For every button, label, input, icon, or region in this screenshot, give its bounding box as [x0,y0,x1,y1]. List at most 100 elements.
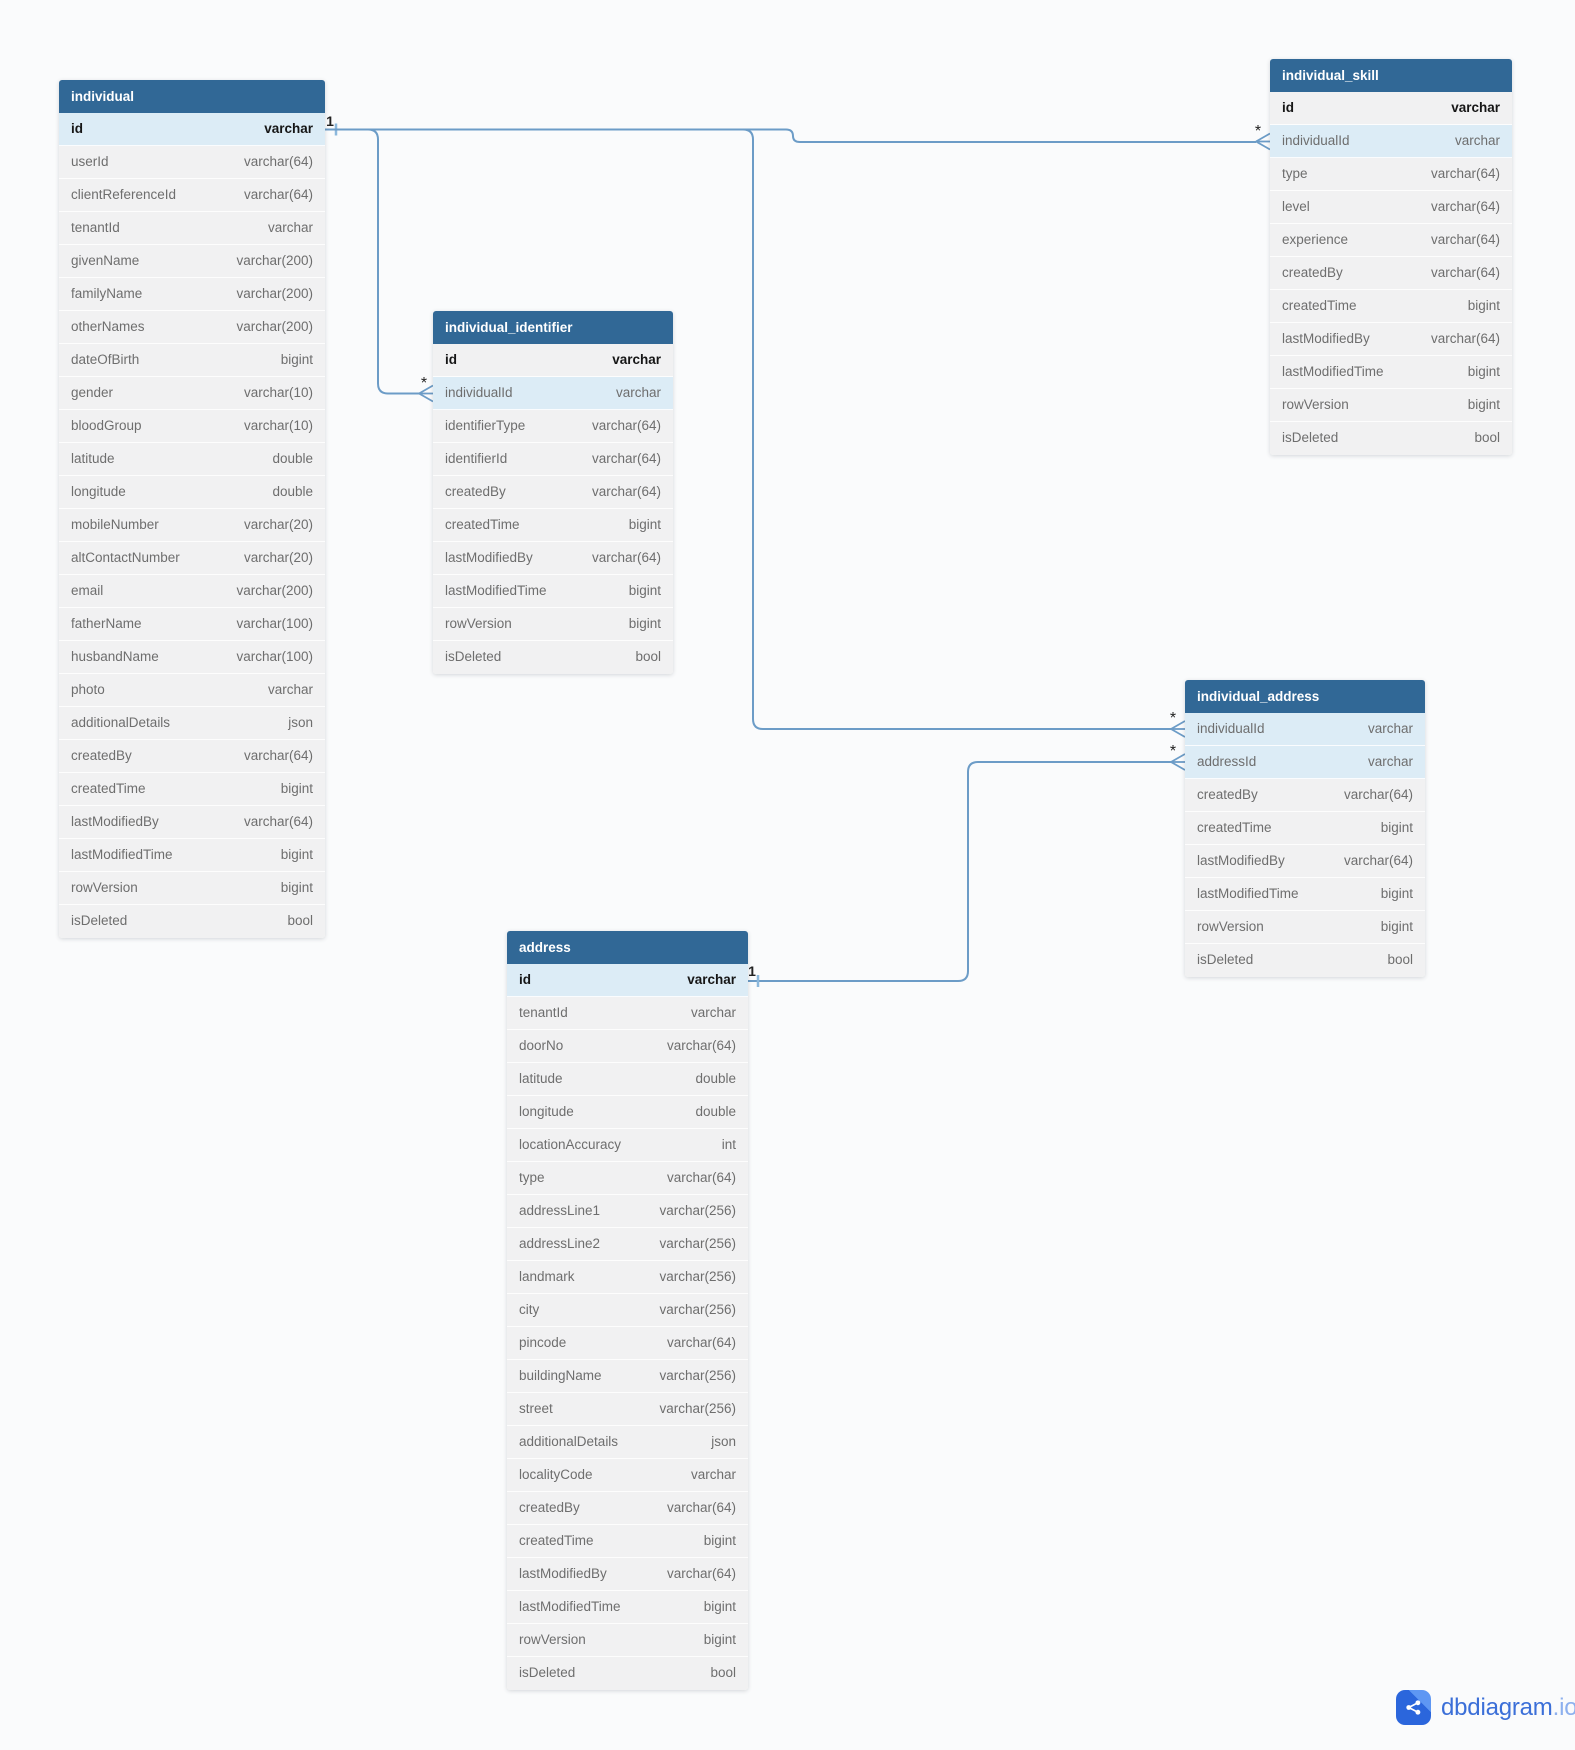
individual_skill-field-type[interactable]: type varchar(64) [1270,158,1512,191]
individual_address-field-lastModifiedBy[interactable]: lastModifiedBy varchar(64) [1185,845,1425,878]
individual-field-isDeleted[interactable]: isDeleted bool [59,905,325,938]
address-field-street[interactable]: street varchar(256) [507,1393,748,1426]
address-field-additionalDetails[interactable]: additionalDetails json [507,1426,748,1459]
individual-field-tenantId[interactable]: tenantId varchar [59,212,325,245]
individual-field-givenName[interactable]: givenName varchar(200) [59,245,325,278]
individual_address-field-lastModifiedTime[interactable]: lastModifiedTime bigint [1185,878,1425,911]
individual_skill-field-createdTime[interactable]: createdTime bigint [1270,290,1512,323]
individual_skill-field-lastModifiedBy[interactable]: lastModifiedBy varchar(64) [1270,323,1512,356]
field-type: varchar(200) [236,583,313,598]
individual_identifier-field-lastModifiedTime[interactable]: lastModifiedTime bigint [433,575,673,608]
address-field-tenantId[interactable]: tenantId varchar [507,997,748,1030]
individual_address-field-createdBy[interactable]: createdBy varchar(64) [1185,779,1425,812]
table-individual[interactable]: individual id varchar userId varchar(64) clie… [59,80,325,938]
address-field-locationAccuracy[interactable]: locationAccuracy int [507,1129,748,1162]
individual_identifier-field-id[interactable]: id varchar [433,344,673,377]
individual_identifier-field-rowVersion[interactable]: rowVersion bigint [433,608,673,641]
individual_skill-field-rowVersion[interactable]: rowVersion bigint [1270,389,1512,422]
individual-field-photo[interactable]: photo varchar [59,674,325,707]
field-type: varchar [1367,754,1413,769]
table-header-address[interactable]: address [507,931,748,964]
individual-field-clientReferenceId[interactable]: clientReferenceId varchar(64) [59,179,325,212]
address-field-buildingName[interactable]: buildingName varchar(256) [507,1360,748,1393]
table-title: individual_address [1197,689,1320,704]
individual_skill-field-id[interactable]: id varchar [1270,92,1512,125]
individual-field-email[interactable]: email varchar(200) [59,575,325,608]
table-header-individual_address[interactable]: individual_address [1185,680,1425,713]
individual_skill-field-experience[interactable]: experience varchar(64) [1270,224,1512,257]
individual_skill-field-individualId[interactable]: individualId varchar [1270,125,1512,158]
address-field-doorNo[interactable]: doorNo varchar(64) [507,1030,748,1063]
individual-field-createdBy[interactable]: createdBy varchar(64) [59,740,325,773]
individual_address-field-rowVersion[interactable]: rowVersion bigint [1185,911,1425,944]
address-field-createdTime[interactable]: createdTime bigint [507,1525,748,1558]
address-field-city[interactable]: city varchar(256) [507,1294,748,1327]
individual_skill-field-createdBy[interactable]: createdBy varchar(64) [1270,257,1512,290]
individual_identifier-field-individualId[interactable]: individualId varchar [433,377,673,410]
individual-field-altContactNumber[interactable]: altContactNumber varchar(20) [59,542,325,575]
crow-foot-marker [1170,761,1186,771]
individual_address-field-addressId[interactable]: addressId varchar [1185,746,1425,779]
individual-field-rowVersion[interactable]: rowVersion bigint [59,872,325,905]
field-name: mobileNumber [71,517,159,532]
field-name: addressLine2 [519,1236,601,1251]
address-field-rowVersion[interactable]: rowVersion bigint [507,1624,748,1657]
individual_identifier-field-lastModifiedBy[interactable]: lastModifiedBy varchar(64) [433,542,673,575]
individual_identifier-field-identifierId[interactable]: identifierId varchar(64) [433,443,673,476]
address-field-latitude[interactable]: latitude double [507,1063,748,1096]
individual-field-mobileNumber[interactable]: mobileNumber varchar(20) [59,509,325,542]
address-field-isDeleted[interactable]: isDeleted bool [507,1657,748,1690]
individual-field-id[interactable]: id varchar [59,113,325,146]
address-field-localityCode[interactable]: localityCode varchar [507,1459,748,1492]
individual_identifier-field-identifierType[interactable]: identifierType varchar(64) [433,410,673,443]
table-header-individual[interactable]: individual [59,80,325,113]
address-field-type[interactable]: type varchar(64) [507,1162,748,1195]
individual-field-lastModifiedBy[interactable]: lastModifiedBy varchar(64) [59,806,325,839]
address-field-id[interactable]: id varchar [507,964,748,997]
individual_identifier-field-createdBy[interactable]: createdBy varchar(64) [433,476,673,509]
individual-field-latitude[interactable]: latitude double [59,443,325,476]
individual_address-field-isDeleted[interactable]: isDeleted bool [1185,944,1425,977]
address-field-longitude[interactable]: longitude double [507,1096,748,1129]
individual-field-bloodGroup[interactable]: bloodGroup varchar(10) [59,410,325,443]
table-header-individual_identifier[interactable]: individual_identifier [433,311,673,344]
crow-foot-marker [1255,140,1271,151]
address-field-addressLine2[interactable]: addressLine2 varchar(256) [507,1228,748,1261]
individual-field-gender[interactable]: gender varchar(10) [59,377,325,410]
individual-field-familyName[interactable]: familyName varchar(200) [59,278,325,311]
crow-foot-marker [1170,720,1186,730]
table-individual_address[interactable]: individual_address individualId varchar add… [1185,680,1425,977]
field-type: varchar [612,352,661,367]
individual_identifier-field-isDeleted[interactable]: isDeleted bool [433,641,673,674]
address-field-addressLine1[interactable]: addressLine1 varchar(256) [507,1195,748,1228]
individual_address-field-individualId[interactable]: individualId varchar [1185,713,1425,746]
table-individual_identifier[interactable]: individual_identifier id varchar individual… [433,311,673,674]
table-address[interactable]: address id varchar tenantId varchar doorNo var… [507,931,748,1690]
individual-field-fatherName[interactable]: fatherName varchar(100) [59,608,325,641]
individual_skill-field-lastModifiedTime[interactable]: lastModifiedTime bigint [1270,356,1512,389]
address-field-pincode[interactable]: pincode varchar(64) [507,1327,748,1360]
individual_identifier-field-createdTime[interactable]: createdTime bigint [433,509,673,542]
individual_address-field-createdTime[interactable]: createdTime bigint [1185,812,1425,845]
field-type: bool [1387,952,1413,967]
field-type: varchar(10) [243,418,313,433]
individual_skill-field-isDeleted[interactable]: isDeleted bool [1270,422,1512,455]
individual_skill-field-level[interactable]: level varchar(64) [1270,191,1512,224]
address-field-lastModifiedBy[interactable]: lastModifiedBy varchar(64) [507,1558,748,1591]
address-field-lastModifiedTime[interactable]: lastModifiedTime bigint [507,1591,748,1624]
dbdiagram-logo[interactable]: dbdiagram.io [1396,1690,1575,1725]
individual-field-lastModifiedTime[interactable]: lastModifiedTime bigint [59,839,325,872]
individual-field-createdTime[interactable]: createdTime bigint [59,773,325,806]
individual-field-husbandName[interactable]: husbandName varchar(100) [59,641,325,674]
individual-field-otherNames[interactable]: otherNames varchar(200) [59,311,325,344]
address-field-landmark[interactable]: landmark varchar(256) [507,1261,748,1294]
individual-field-longitude[interactable]: longitude double [59,476,325,509]
table-header-individual_skill[interactable]: individual_skill [1270,59,1512,92]
individual-field-dateOfBirth[interactable]: dateOfBirth bigint [59,344,325,377]
address-field-createdBy[interactable]: createdBy varchar(64) [507,1492,748,1525]
individual-field-additionalDetails[interactable]: additionalDetails json [59,707,325,740]
individual-field-userId[interactable]: userId varchar(64) [59,146,325,179]
table-individual_skill[interactable]: individual_skill id varchar individualId var… [1270,59,1512,455]
field-type: varchar [1454,133,1500,148]
